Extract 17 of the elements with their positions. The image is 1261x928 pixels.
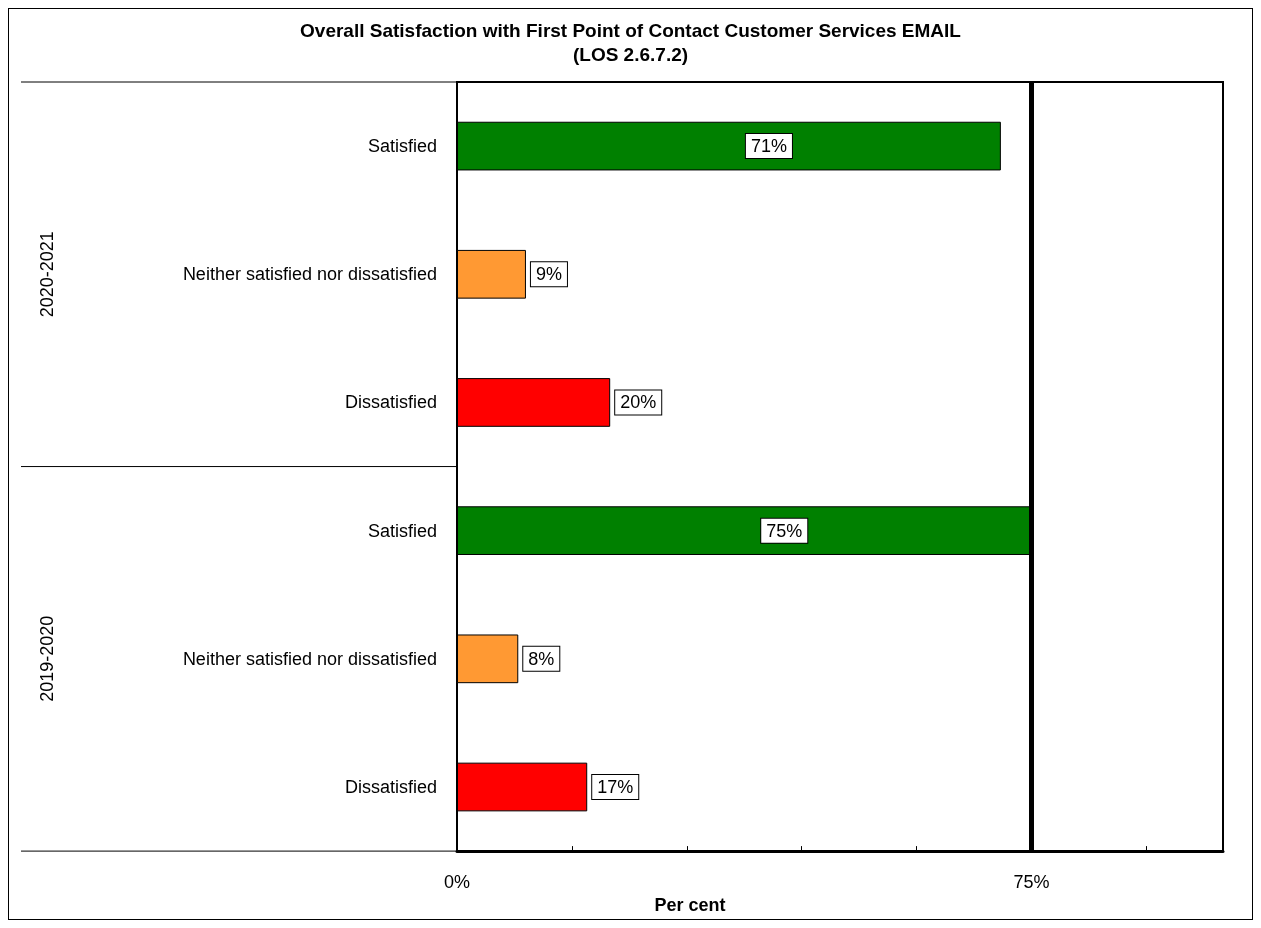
- x-axis-title: Per cent: [654, 895, 726, 915]
- text: 2020-2021: [37, 231, 57, 318]
- y-tick-label: Satisfied: [367, 136, 437, 157]
- data-label: 17%: [597, 777, 634, 798]
- y-tick-label: Dissatisfied: [344, 392, 437, 413]
- y-tick-label: Satisfied: [367, 520, 437, 541]
- text: 2019-2020: [37, 615, 57, 702]
- x-tick-label: 0%: [443, 872, 471, 893]
- data-label: 8%: [528, 648, 555, 669]
- data-label: 75%: [766, 520, 803, 541]
- chart-title: Overall Satisfaction with First Point of Contact Customer Services EMAIL (LOS 2.6.7.2): [300, 19, 962, 65]
- y-tick-label: Dissatisfied: [344, 777, 437, 798]
- y-tick-label: Neither satisfied nor dissatisfied: [182, 264, 437, 285]
- y-tick-label: Neither satisfied nor dissatisfied: [182, 648, 437, 669]
- data-label: 20%: [620, 392, 657, 413]
- data-label: 9%: [535, 264, 562, 285]
- data-label: 71%: [750, 136, 787, 157]
